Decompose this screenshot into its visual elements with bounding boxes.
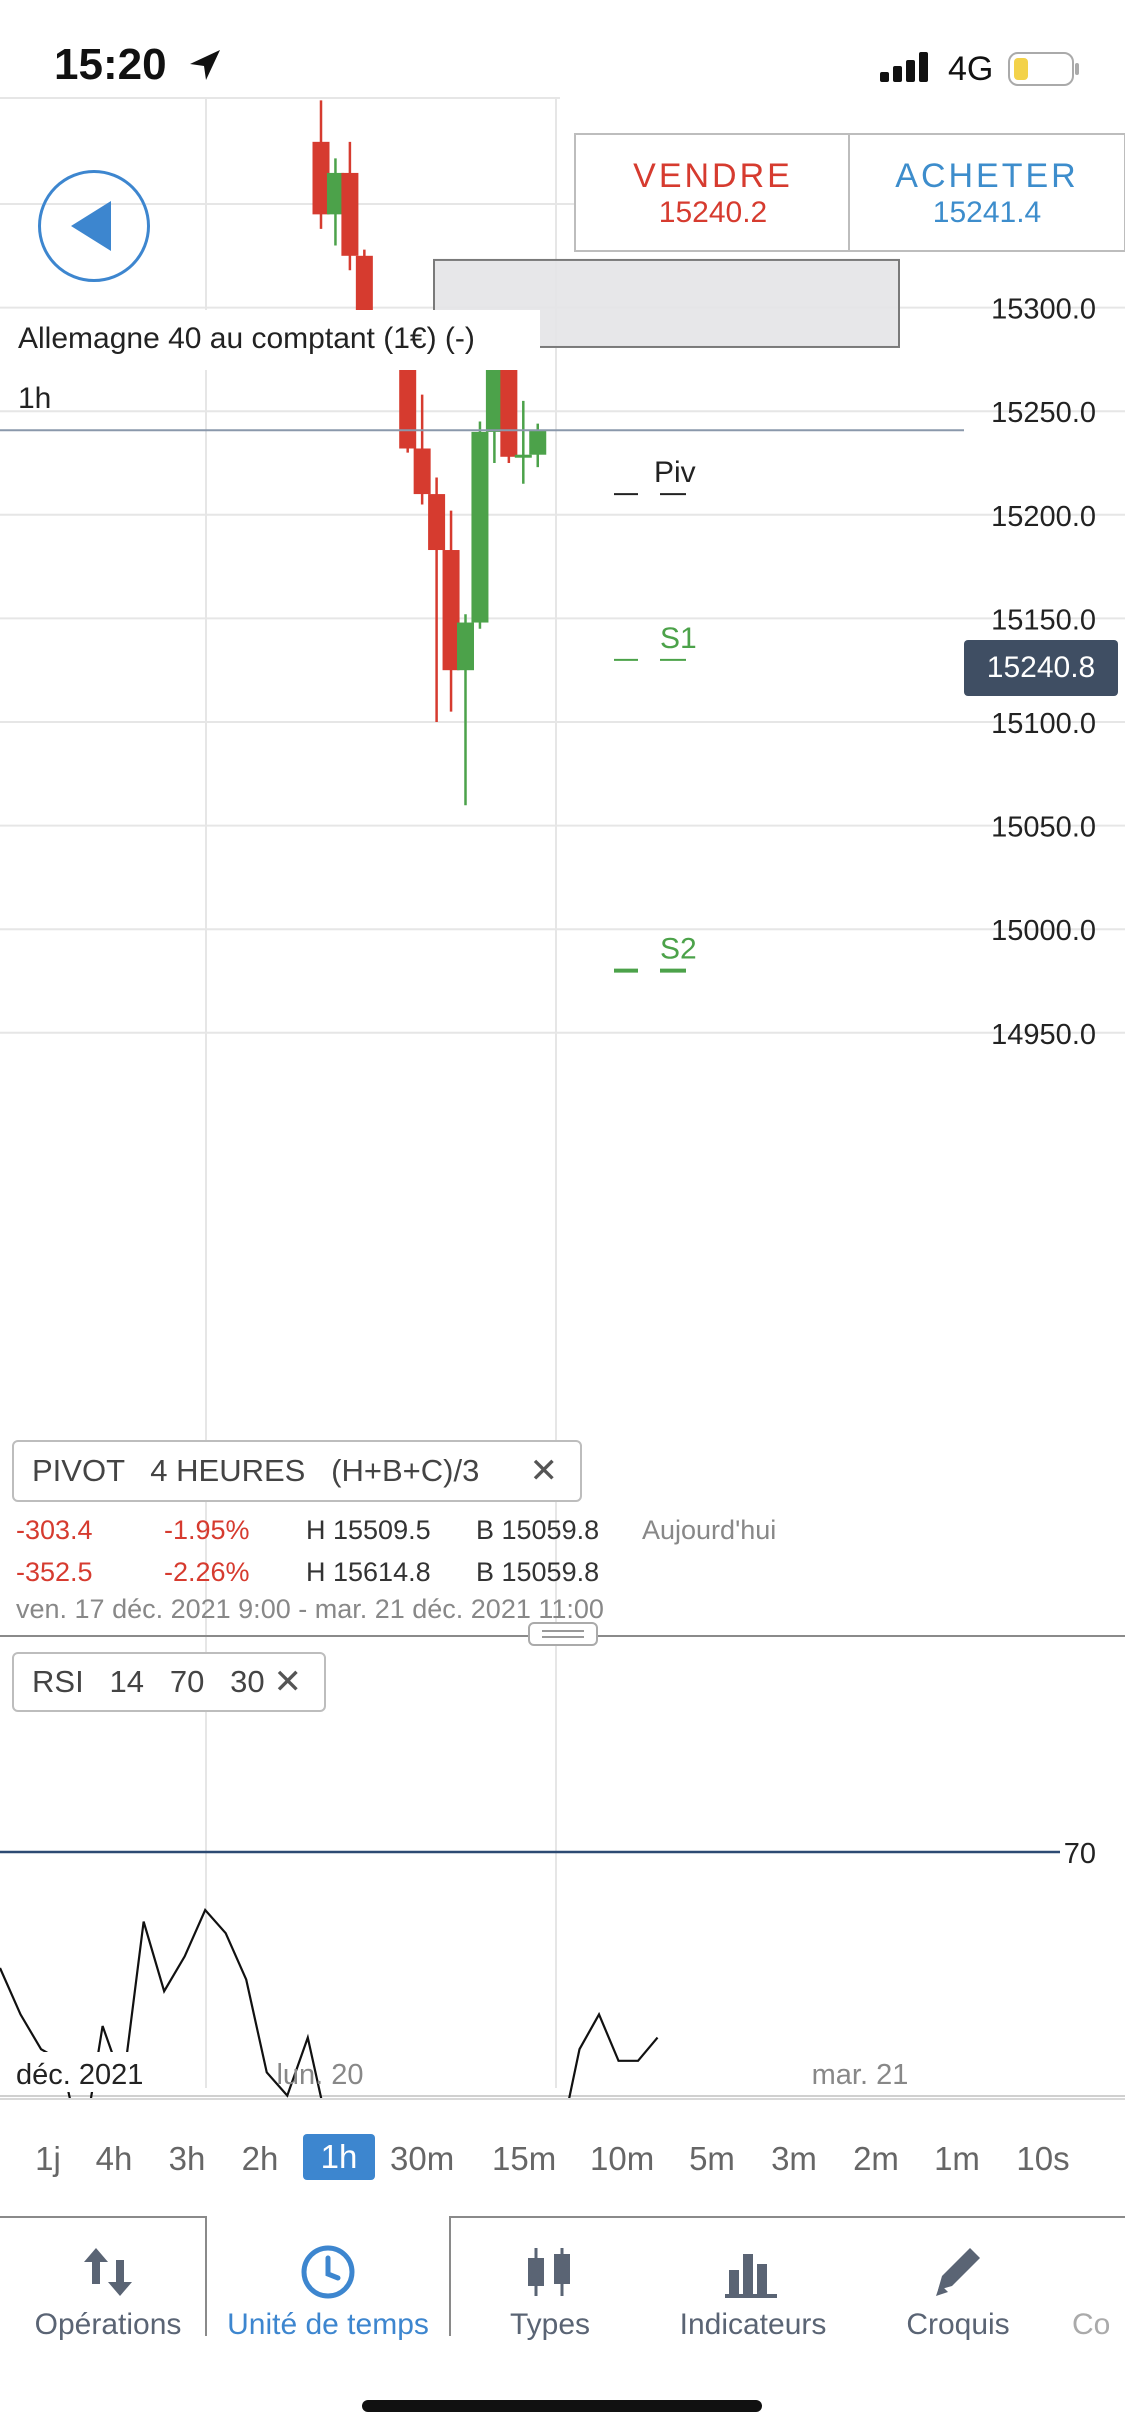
instrument-name: Allemagne 40 au comptant (1€) (-) [18, 322, 475, 355]
buy-button[interactable]: ACHETER 15241.4 [848, 133, 1125, 252]
toolbar-operations[interactable]: Opérations [10, 2218, 206, 2378]
timeframe-4h[interactable]: 4h [95, 2140, 133, 2177]
toolbar-indicators[interactable]: Indicateurs [660, 2218, 846, 2378]
sell-price: 15240.2 [658, 196, 768, 229]
stat-high-1: H 15509.5 [306, 1515, 431, 1545]
stat-low-2: B 15059.8 [476, 1557, 600, 1587]
y-tick-label: 15300.0 [991, 294, 1096, 326]
status-time: 15:20 [54, 40, 167, 89]
y-tick-label: 15250.0 [991, 397, 1096, 429]
toolbar-timeframe[interactable]: Unité de temps [210, 2218, 446, 2378]
timeframe-3h[interactable]: 3h [168, 2140, 206, 2177]
toolbar-types[interactable]: Types [470, 2218, 630, 2378]
x-label-bg [0, 2052, 178, 2092]
timeframe-2h[interactable]: 2h [241, 2140, 279, 2177]
rsi-level-label: 70 [1064, 1838, 1096, 1870]
panel-resize-handle[interactable] [528, 1622, 598, 1646]
rsi-legend-label: RSI 14 70 30 [32, 1664, 265, 1699]
stat-high-2: H 15614.8 [306, 1557, 431, 1587]
candle-body[interactable] [529, 430, 547, 455]
x-tick-label: lun. 20 [276, 2059, 363, 2091]
candles-icon [528, 2248, 570, 2296]
stat-change-1: -303.4 [16, 1515, 93, 1545]
timeframe-1m[interactable]: 1m [934, 2140, 980, 2177]
timeframe-3m[interactable]: 3m [771, 2140, 817, 2177]
pivot-label-piv: Piv [654, 456, 696, 489]
stat-low-1: B 15059.8 [476, 1515, 600, 1545]
candle-body[interactable] [341, 172, 359, 256]
stat-period: Aujourd'hui [642, 1515, 777, 1545]
y-tick-label: 15200.0 [991, 501, 1096, 533]
timeframe-30m[interactable]: 30m [390, 2140, 455, 2177]
toolbar-drawing[interactable]: Croquis [880, 2218, 1036, 2378]
rsi-line [568, 2011, 659, 2098]
back-arrow-icon [71, 201, 111, 251]
home-indicator[interactable] [362, 2400, 762, 2412]
toolbar-timeframe-label: Unité de temps [227, 2308, 429, 2341]
candle-body[interactable] [514, 454, 532, 458]
pivot-legend[interactable]: PIVOT 4 HEURES (H+B+C)/3 ✕ [12, 1440, 582, 1502]
candle-body[interactable] [428, 494, 446, 551]
pivot-label-s1: S1 [660, 622, 697, 655]
timeframe-bar [0, 2098, 1125, 2220]
clock-icon [301, 2245, 355, 2299]
instrument-timeframe: 1h [18, 382, 52, 415]
timeframe-15m[interactable]: 15m [492, 2140, 557, 2177]
y-tick-label: 15050.0 [991, 812, 1096, 844]
rsi-legend[interactable]: RSI 14 70 30 ✕ [12, 1652, 326, 1712]
date-range: ven. 17 déc. 2021 9:00 - mar. 21 déc. 20… [16, 1594, 604, 1624]
candle-body[interactable] [326, 172, 344, 215]
bar-chart-icon [725, 2254, 777, 2298]
candle-body[interactable] [442, 550, 460, 671]
stat-pct-1: -1.95% [164, 1515, 250, 1545]
close-rsi-icon[interactable]: ✕ [273, 1663, 303, 1701]
stat-pct-2: -2.26% [164, 1557, 250, 1587]
timeframe-5m[interactable]: 5m [689, 2140, 735, 2177]
toolbar-operations-label: Opérations [34, 2308, 182, 2341]
sell-label: VENDRE [633, 157, 793, 195]
toolbar-more[interactable]: Co [1072, 2218, 1125, 2378]
pencil-icon [936, 2248, 980, 2296]
timeframe-10m[interactable]: 10m [590, 2140, 655, 2177]
y-tick-label: 15100.0 [991, 708, 1096, 740]
timeframe-2m[interactable]: 2m [853, 2140, 899, 2177]
toolbar-drawing-label: Croquis [906, 2308, 1010, 2341]
close-pivot-icon[interactable]: ✕ [529, 1452, 559, 1490]
pivot-legend-label: PIVOT 4 HEURES (H+B+C)/3 [32, 1453, 480, 1488]
buy-label: ACHETER [895, 157, 1079, 195]
toolbar-types-label: Types [509, 2308, 591, 2341]
toolbar-more-label: Co [1072, 2308, 1111, 2341]
candle-body[interactable] [500, 344, 518, 457]
sell-button[interactable]: VENDRE 15240.2 [574, 133, 852, 252]
candle-body[interactable] [312, 141, 330, 215]
timeframe-10s[interactable]: 10s [1016, 2140, 1070, 2177]
y-tick-label: 15150.0 [991, 604, 1096, 636]
timeframe-1j[interactable]: 1j [35, 2140, 61, 2177]
signal-icon [880, 52, 928, 82]
toolbar-indicators-label: Indicateurs [679, 2308, 827, 2341]
candle-body[interactable] [471, 431, 489, 623]
buy-price: 15241.4 [932, 196, 1042, 229]
y-tick-label: 15000.0 [991, 915, 1096, 947]
location-arrow-icon [190, 50, 220, 80]
price-chart[interactable]: R1PivS1S2 70 15350.015300.015250.015200.… [0, 0, 1125, 2098]
arrows-icon [84, 2248, 132, 2296]
y-tick-label: 14950.0 [991, 1019, 1096, 1051]
back-button[interactable] [38, 170, 150, 282]
candle-body[interactable] [457, 622, 474, 671]
timeframe-1h[interactable]: 1h [303, 2134, 375, 2180]
x-tick-label: déc. 2021 [16, 2059, 143, 2091]
x-tick-label: mar. 21 [812, 2059, 909, 2091]
stat-change-2: -352.5 [16, 1557, 93, 1587]
current-price-tag: 15240.8 [964, 640, 1118, 696]
battery-icon [1008, 52, 1079, 86]
network-type: 4G [948, 50, 994, 88]
candle-body[interactable] [413, 448, 431, 495]
pivot-label-s2: S2 [660, 933, 697, 966]
